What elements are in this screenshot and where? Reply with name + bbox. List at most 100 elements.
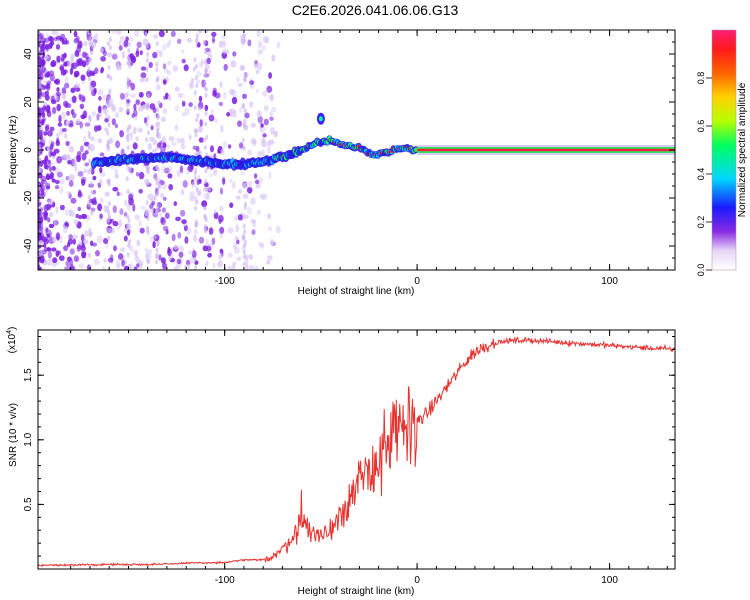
noise-speck (203, 205, 207, 211)
noise-speck (174, 124, 179, 131)
noise-speck (257, 177, 264, 184)
noise-speck (219, 226, 225, 234)
noise-speck (40, 44, 45, 52)
noise-speck (136, 41, 142, 48)
noise-speck (246, 206, 252, 215)
noise-speck (164, 68, 169, 73)
noise-speck (51, 30, 57, 36)
y-tick-label: 20 (23, 96, 34, 108)
noise-speck (39, 214, 44, 222)
noise-speck (52, 257, 58, 264)
y-tick-label: -20 (23, 190, 34, 205)
noise-speck (263, 36, 269, 44)
noise-speck (64, 76, 69, 83)
noise-speck (198, 30, 203, 34)
noise-speck (48, 166, 53, 173)
noise-speck (108, 137, 114, 144)
noise-speck (139, 227, 145, 234)
noise-speck (98, 96, 102, 101)
noise-speck (77, 171, 84, 177)
noise-speck (38, 266, 41, 270)
noise-speck (118, 208, 125, 216)
noise-speck (102, 108, 108, 115)
noise-speck (134, 214, 141, 221)
noise-speck (181, 49, 185, 54)
noise-speck (263, 105, 269, 112)
spectral-ridge (90, 112, 675, 171)
noise-speck (70, 53, 75, 62)
noise-speck (132, 126, 137, 135)
noise-speck (78, 215, 82, 220)
noise-speck (81, 213, 85, 220)
noise-speck (97, 89, 104, 96)
noise-speck (231, 89, 237, 98)
noise-speck (213, 209, 217, 215)
noise-speck (203, 186, 207, 192)
noise-speck (51, 106, 57, 115)
noise-speck (174, 105, 180, 112)
noise-speck (147, 130, 150, 136)
noise-speck (68, 123, 74, 128)
noise-speck (89, 143, 95, 152)
noise-speck (175, 216, 181, 222)
noise-speck (114, 123, 119, 129)
noise-speck (194, 64, 198, 69)
noise-speck (179, 165, 184, 174)
noise-speck (127, 48, 131, 54)
noise-speck (106, 179, 110, 185)
noise-speck (155, 121, 161, 127)
noise-speck (255, 88, 259, 93)
noise-speck (126, 102, 130, 107)
noise-speck (232, 181, 236, 189)
noise-speck (91, 44, 94, 50)
noise-speck (54, 179, 60, 185)
noise-speck (254, 179, 260, 185)
noise-speck (73, 161, 78, 169)
noise-speck (70, 210, 75, 217)
noise-speck (112, 205, 118, 214)
noise-speck (273, 131, 277, 138)
noise-speck (242, 223, 246, 229)
noise-speck (39, 233, 45, 241)
noise-speck (238, 142, 244, 149)
noise-speck (243, 254, 246, 260)
noise-speck (59, 37, 64, 42)
noise-speck (90, 190, 94, 195)
noise-speck (160, 116, 165, 122)
noise-speck (266, 146, 271, 155)
noise-speck (207, 252, 213, 258)
noise-speck (104, 191, 110, 197)
noise-speck (75, 87, 81, 92)
svg-text:(x104): (x104) (6, 327, 18, 354)
noise-speck (268, 171, 272, 180)
noise-speck (48, 212, 54, 218)
noise-speck (56, 103, 61, 112)
noise-speck (214, 118, 218, 124)
noise-speck (276, 41, 280, 49)
noise-speck (38, 73, 44, 80)
noise-speck (195, 186, 199, 192)
noise-speck (196, 70, 202, 78)
noise-speck (106, 228, 110, 234)
noise-speck (179, 138, 184, 143)
noise-speck (139, 128, 143, 133)
noise-speck (266, 85, 273, 93)
noise-speck (54, 185, 60, 190)
noise-speck (60, 58, 65, 62)
noise-speck (145, 38, 150, 45)
noise-speck (161, 136, 167, 144)
noise-speck (80, 94, 85, 103)
noise-speck (40, 83, 44, 90)
noise-speck (269, 239, 275, 246)
noise-speck (178, 251, 184, 258)
noise-speck (193, 257, 197, 262)
noise-speck (114, 112, 119, 118)
noise-speck (220, 148, 225, 156)
noise-speck (244, 257, 249, 266)
noise-speck (186, 37, 192, 43)
noise-speck (162, 108, 167, 115)
noise-speck (156, 77, 160, 83)
noise-speck (157, 100, 161, 106)
noise-speck (208, 114, 215, 122)
noise-speck (123, 199, 128, 206)
